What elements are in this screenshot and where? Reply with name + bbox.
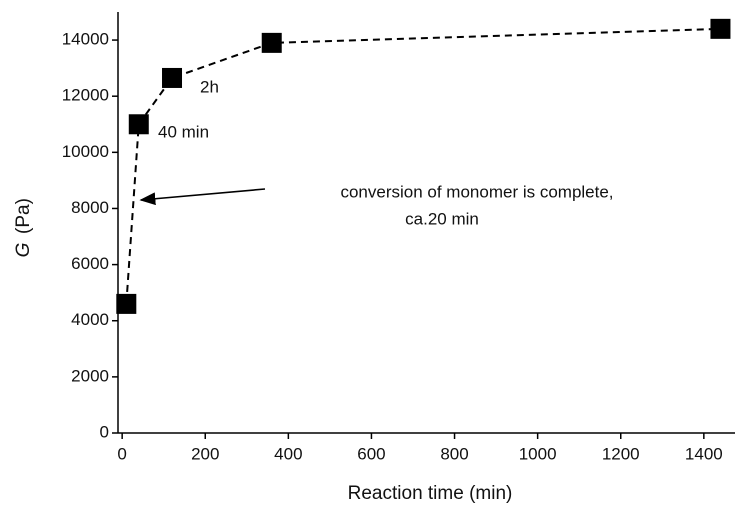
y-axis-unit: (Pa) [13, 198, 34, 234]
x-tick-label: 1400 [685, 444, 723, 463]
x-axis-label: Reaction time (min) [348, 483, 513, 504]
y-tick-label: 2000 [71, 366, 109, 385]
annotation: 40 min [158, 122, 209, 141]
annotation: conversion of monomer is complete, [340, 182, 613, 201]
y-axis-label: G (Pa) [13, 198, 34, 257]
y-tick-label: 12000 [62, 86, 109, 105]
x-tick-label: 400 [274, 444, 302, 463]
annotation: ca.20 min [405, 209, 479, 228]
y-tick-label: 14000 [62, 30, 109, 49]
y-tick-label: 8000 [71, 198, 109, 217]
annotation-arrow [139, 188, 266, 206]
x-tick-label: 200 [191, 444, 219, 463]
y-tick-label: 6000 [71, 254, 109, 273]
annotation: 2h [200, 77, 219, 96]
x-tick-label: 800 [440, 444, 468, 463]
data-point [128, 114, 149, 135]
x-tick-label: 1200 [602, 444, 640, 463]
y-tick-label: 4000 [71, 310, 109, 329]
x-tick-label: 0 [117, 444, 126, 463]
y-tick-label: 0 [100, 422, 109, 441]
data-point [116, 293, 137, 314]
series-line [125, 27, 721, 304]
y-axis-symbol: G [13, 243, 34, 258]
x-tick-label: 600 [357, 444, 385, 463]
data-point [710, 18, 731, 39]
data-point [261, 32, 282, 53]
x-tick-label: 1000 [519, 444, 557, 463]
data-point [162, 67, 183, 88]
y-tick-label: 10000 [62, 142, 109, 161]
